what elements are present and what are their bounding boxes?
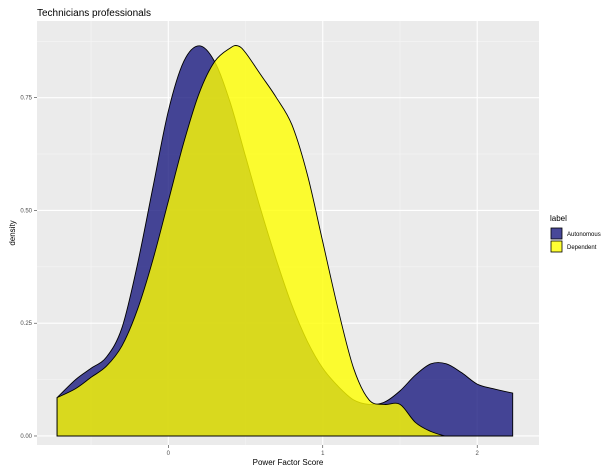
- x-tick-label: 2: [476, 451, 480, 457]
- x-tick-label: 0: [167, 451, 171, 457]
- density-area-dependent: [56, 45, 445, 437]
- y-tick-label: 0.75: [20, 96, 32, 102]
- y-tick-label: 0.00: [20, 434, 32, 440]
- legend-label-autonomous: Autonomous: [567, 232, 601, 238]
- x-axis-ticks: 0 1 2: [167, 445, 480, 457]
- legend-key-dependent: [550, 240, 563, 253]
- legend-key-autonomous: [550, 227, 563, 240]
- x-axis-title: Power Factor Score: [253, 458, 324, 467]
- chart-title: Technicians professionals: [37, 8, 151, 19]
- y-axis-title: density: [8, 220, 17, 245]
- y-tick-label: 0.50: [20, 208, 32, 214]
- legend: label Autonomous Dependent: [550, 214, 601, 253]
- x-tick-label: 1: [321, 451, 325, 457]
- y-axis-ticks: 0.00 0.25 0.50 0.75: [20, 96, 37, 440]
- y-tick-label: 0.25: [20, 321, 32, 327]
- density-areas: [56, 45, 514, 437]
- legend-label-dependent: Dependent: [567, 245, 597, 251]
- legend-title: label: [550, 214, 567, 223]
